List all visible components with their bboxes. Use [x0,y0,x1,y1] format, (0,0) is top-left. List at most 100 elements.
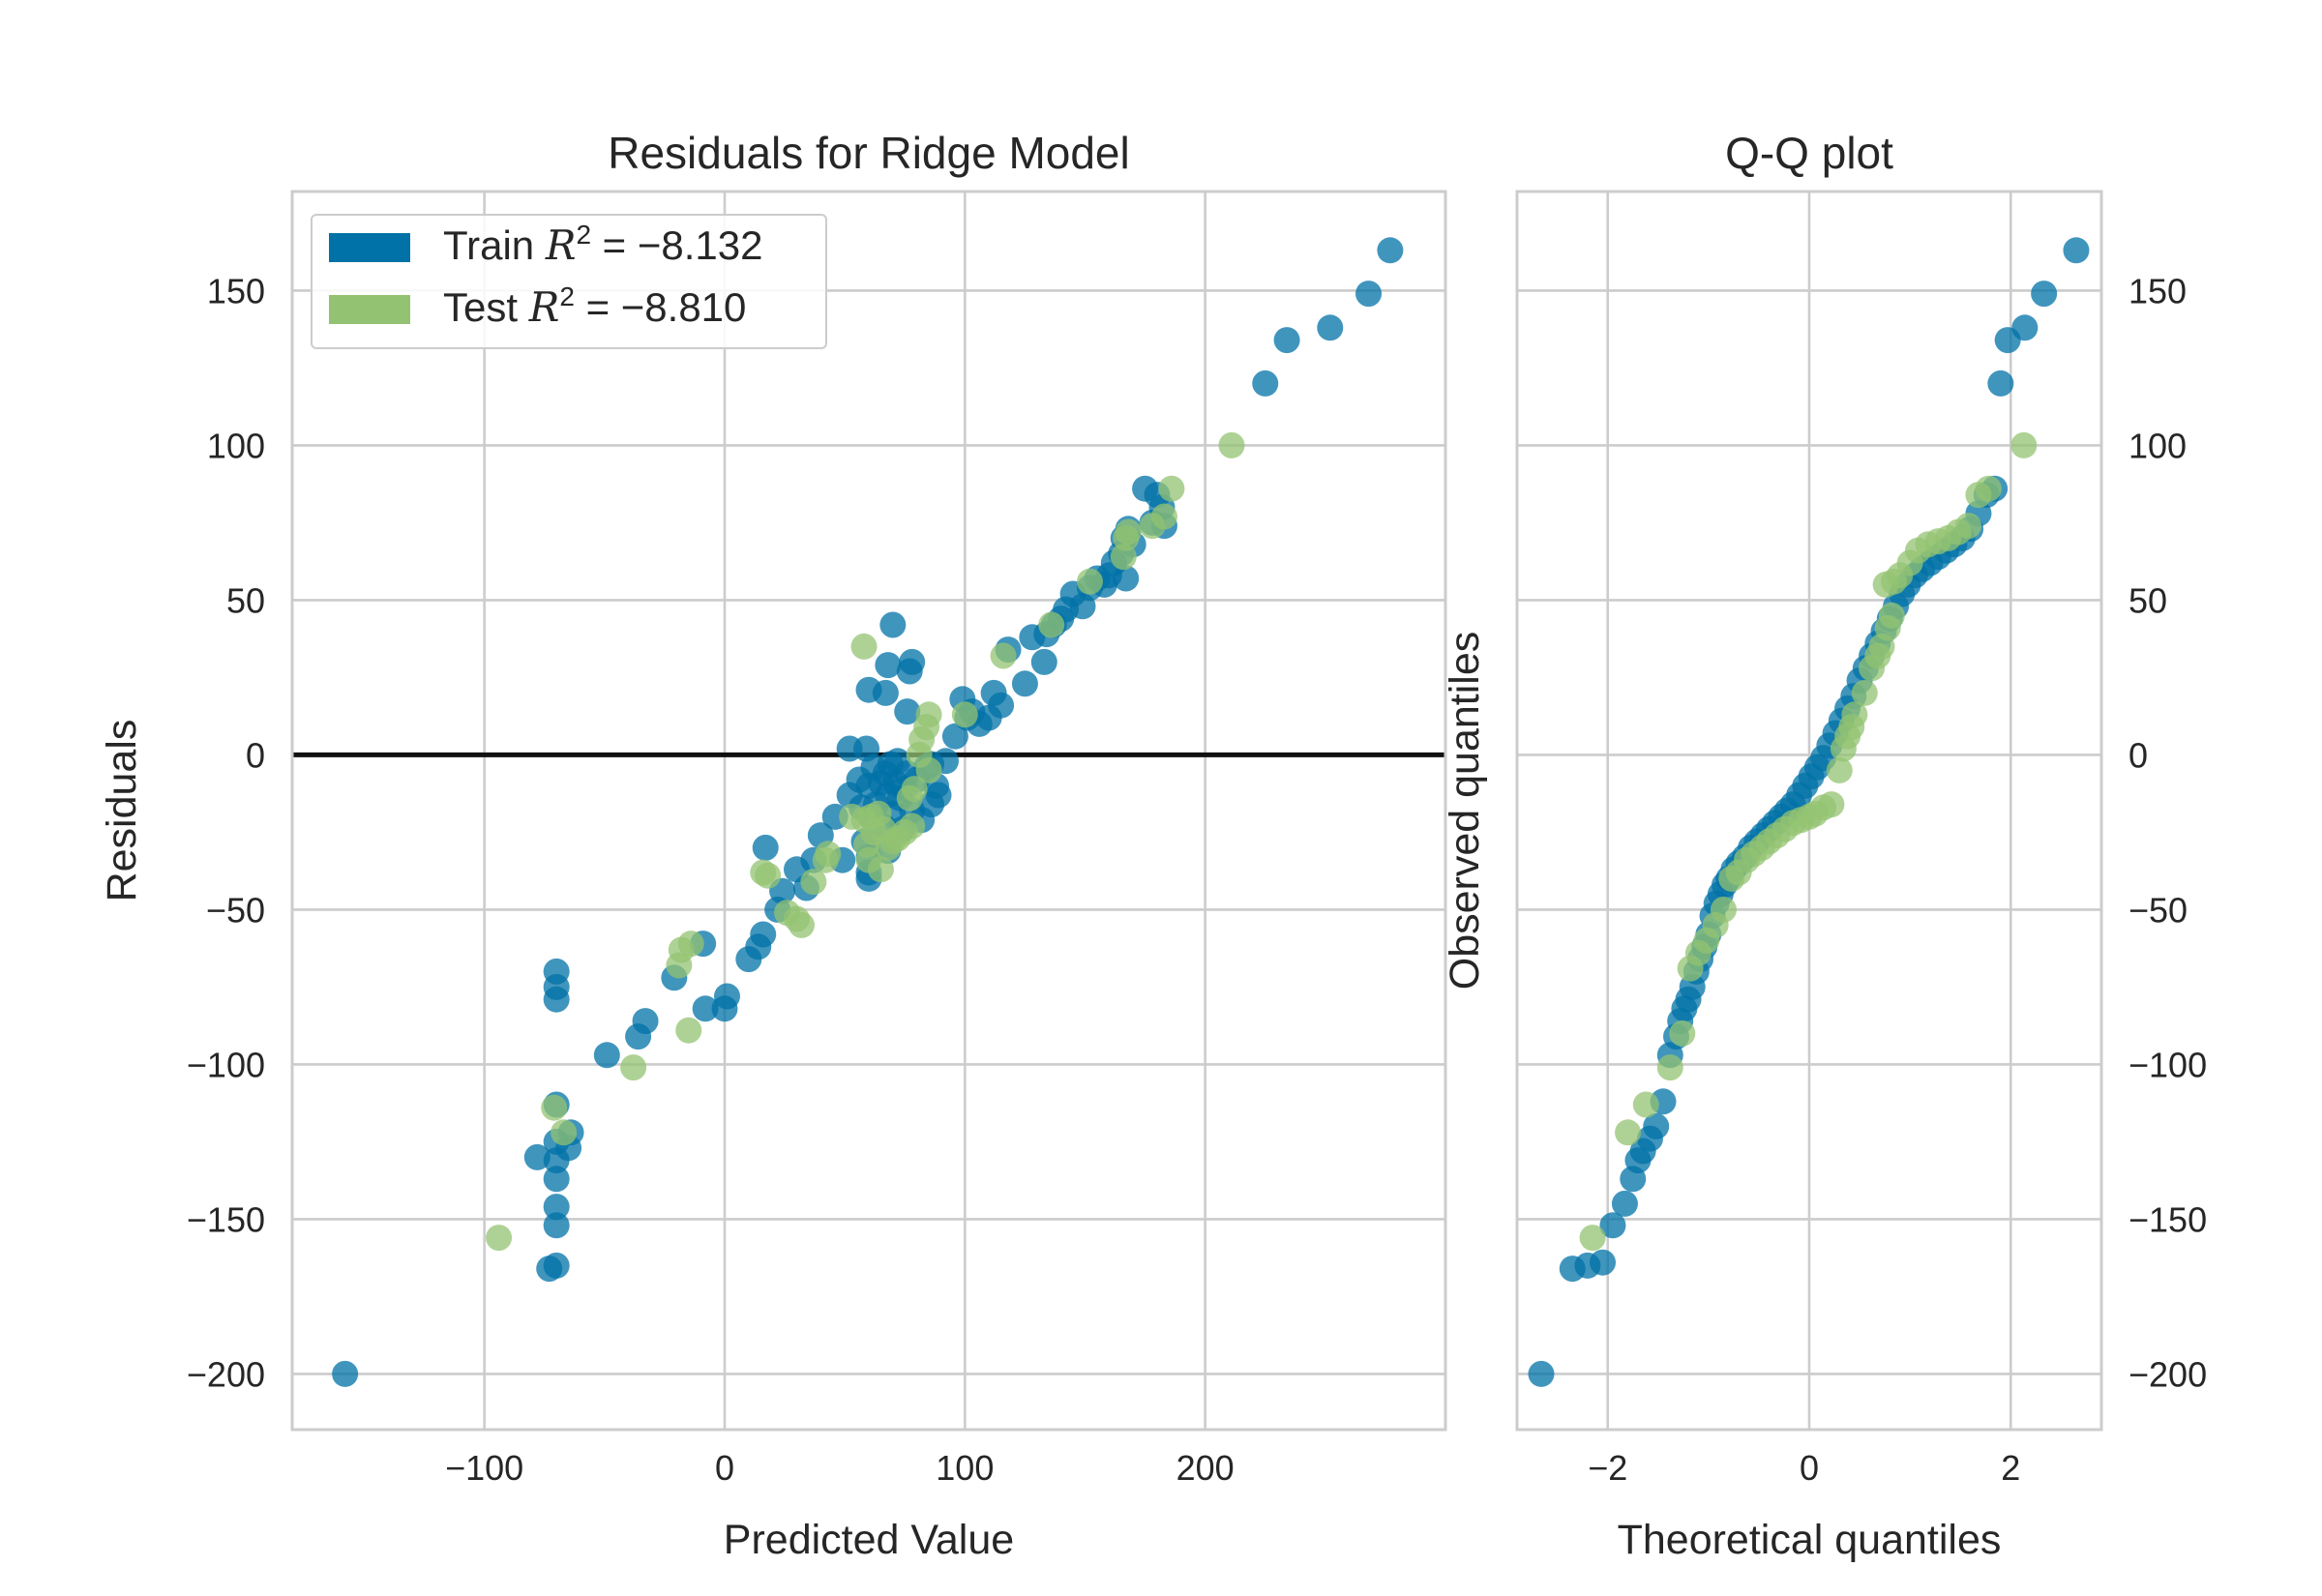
test-point [990,642,1017,669]
x-tick-label: 100 [936,1448,994,1488]
train-point [941,723,968,750]
train-point [1611,1190,1638,1217]
residuals-y-tick-labels: −200 −150 −100 −50 0 50 100 150 [187,271,265,1394]
test-point [677,931,704,958]
test-point [1150,503,1177,530]
test-point [901,776,928,803]
train-point [875,652,902,679]
test-point [1115,518,1142,546]
train-point [988,692,1015,719]
qq-panel: −2 0 2 −200 −150 −100 −50 0 50 100 150 Q-Q plot T… [1442,128,2207,1563]
test-point [1975,475,2002,502]
test-point [1158,475,1185,502]
y-tick-label: 100 [2128,426,2187,465]
x-tick-label: −2 [1588,1448,1627,1488]
train-point [2011,314,2039,341]
train-point [925,782,952,809]
train-point [1528,1360,1555,1387]
residuals-panel: −100 0 100 200 −200 −150 −100 −50 0 50 100 150 Res… [99,128,1447,1563]
y-tick-label: −100 [2128,1045,2207,1084]
train-point [879,611,907,638]
train-point [1599,1212,1626,1239]
qq-y-tick-labels: −200 −150 −100 −50 0 50 100 150 [2128,271,2207,1394]
test-point [755,862,782,889]
qq-points [1528,237,2090,1387]
legend-box [311,214,827,349]
residuals-x-tick-labels: −100 0 100 200 [445,1448,1235,1488]
legend-swatch-train [329,233,410,262]
test-point [551,1119,578,1146]
x-tick-label: 0 [1800,1448,1819,1488]
y-tick-label: −50 [206,890,265,930]
test-point [915,701,942,728]
legend-label-test: Test R2 = −8.810 [443,281,746,331]
test-point [675,1017,702,1044]
y-tick-label: 150 [2128,271,2187,310]
test-point [850,633,878,660]
y-tick-label: 0 [246,735,265,775]
test-point [1615,1119,1642,1146]
y-tick-label: 150 [207,271,265,310]
train-point [2031,281,2058,308]
y-tick-label: 50 [2128,580,2167,620]
train-point [1987,369,2014,397]
test-point [1038,611,1065,638]
residuals-x-axis-label: Predicted Value [724,1517,1014,1563]
train-point [632,1008,659,1035]
y-tick-label: 50 [226,580,265,620]
test-point [1818,791,1845,818]
train-point [713,983,740,1010]
residuals-frame [290,190,1447,1432]
train-point [1643,1112,1670,1139]
test-point [541,1094,568,1121]
test-point [1955,513,1982,540]
train-point [899,648,926,675]
test-point [815,841,842,868]
x-tick-label: 200 [1176,1448,1235,1488]
train-point [872,679,899,706]
test-point [1579,1225,1606,1252]
train-point [2063,237,2090,264]
train-point [1377,237,1404,264]
test-point [1656,1054,1683,1081]
test-point [1218,431,1245,458]
test-point [1878,602,1905,629]
train-point [1113,565,1140,592]
train-point [750,921,777,948]
test-point [788,911,815,938]
qq-x-tick-labels: −2 0 2 [1588,1448,2020,1488]
train-point [332,1360,359,1387]
test-point [1710,896,1737,923]
test-point [1826,756,1853,783]
x-tick-label: 0 [715,1448,734,1488]
train-point [1011,670,1038,697]
train-point [543,1194,570,1221]
test-point [1851,679,1878,706]
x-tick-label: −100 [445,1448,523,1488]
test-point [899,813,926,840]
train-point [894,698,921,725]
y-tick-label: −200 [2128,1354,2207,1394]
residuals-y-axis-label: Residuals [99,720,145,902]
train-point [1355,281,1383,308]
test-point [620,1054,647,1081]
legend-label-train: Train R2 = −8.132 [443,220,763,269]
test-point [1076,568,1103,595]
test-point [2010,431,2038,458]
train-point [1030,648,1057,675]
y-tick-label: −100 [187,1045,265,1084]
train-point [543,1212,570,1239]
test-point [1841,701,1868,728]
y-tick-label: 0 [2128,735,2148,775]
train-point [1317,314,1344,341]
train-point [1252,369,1279,397]
test-point [915,756,942,783]
y-tick-label: −150 [187,1199,265,1239]
qq-y-axis-label: Observed quantiles [1442,632,1488,990]
train-point [523,1143,551,1170]
test-point [1669,1020,1696,1047]
residuals-title: Residuals for Ridge Model [608,128,1130,178]
y-tick-label: −150 [2128,1199,2207,1239]
y-tick-label: 100 [207,426,265,465]
